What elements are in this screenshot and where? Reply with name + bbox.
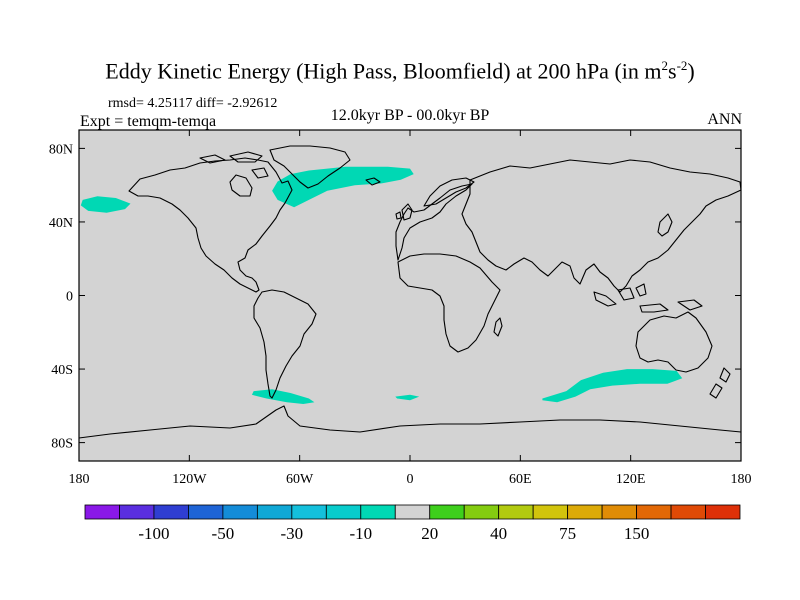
coast-madagascar [493,317,503,337]
axis-ticks: 80N 40N 0 40S 80S 180 120W 60W 0 60E 120E 180 [49,130,752,487]
colorbar-label: -50 [212,524,235,543]
colorbar-label: -10 [349,524,372,543]
colorbar-box [463,504,500,520]
coast-south-america [253,289,317,399]
lat-tick-label: 0 [66,290,73,305]
coast-new-zealand [709,367,731,399]
title-sup-2: -2 [676,58,688,73]
coast-asia [461,159,742,293]
coast-japan [657,213,673,237]
colorbar-box [188,504,224,520]
lat-tick-label: 40S [51,363,73,378]
anomaly-south-atlantic [395,394,420,401]
colorbar-box [84,504,120,520]
coast-british-isles [395,203,413,221]
coast-hudson-bay [229,174,253,197]
colorbar-label: -100 [138,524,169,543]
colorbar-box [498,504,534,520]
coast-africa [397,253,501,353]
colorbar-box [705,504,741,520]
coast-north-america [128,157,293,293]
lat-tick-label: 80S [51,437,73,452]
period-label: 12.0kyr BP - 00.0kyr BP [330,107,490,124]
colorbar-box [601,504,637,520]
coast-antarctica [78,405,742,439]
colorbar-box [153,504,189,520]
anomaly-south-of-south-america [251,389,315,404]
lon-tick-label: 0 [407,472,414,487]
colorbar-box [222,504,258,520]
season-label: ANN [707,111,742,128]
coast-iceland [365,177,381,186]
colorbar-box [532,504,569,520]
coast-australia [635,311,713,373]
colorbar-box [119,504,155,520]
lon-tick-label: 180 [731,472,752,487]
lon-tick-label: 180 [69,472,90,487]
title-sup-1: 2 [661,58,669,73]
colorbar-box [256,504,293,520]
colorbar-box [567,504,603,520]
lon-tick-label: 120W [172,472,207,487]
colorbar-label: 150 [624,524,650,543]
colorbar-label: -30 [281,524,304,543]
colorbar: -100 -50 -30 -10 20 40 75 150 [84,504,741,543]
plot-title: Eddy Kinetic Energy (High Pass, Bloomfie… [0,58,800,84]
colorbar-box [360,504,396,520]
coast-europe [395,183,473,261]
colorbar-label: 75 [559,524,576,543]
title-mid: s [668,58,677,84]
title-main: Eddy Kinetic Energy (High Pass, Bloomfie… [105,58,662,84]
coast-arctic-islands [199,151,269,179]
coast-scandinavia [423,177,475,207]
lat-tick-label: 80N [49,142,73,157]
coastlines [78,145,742,439]
colorbar-box [291,504,327,520]
anomaly-south-indian [542,369,683,403]
coast-greenland [269,145,351,189]
colorbar-box [325,504,362,520]
colorbar-box [429,504,465,520]
lon-tick-label: 60W [286,472,314,487]
colorbar-label: 20 [421,524,438,543]
colorbar-box [394,504,431,520]
lon-tick-label: 120E [616,472,646,487]
experiment-label: Expt = temqm-temqa [80,113,217,130]
colorbar-box [636,504,672,520]
anomaly-layer [80,166,683,404]
colorbar-label: 40 [490,524,507,543]
anomaly-north-atlantic [272,166,414,208]
colorbar-box [670,504,706,520]
lon-tick-label: 60E [509,472,532,487]
anomaly-north-pacific [80,196,131,213]
map-background [79,130,741,461]
title-end: ) [687,58,695,84]
coast-indonesia [593,283,703,313]
lat-tick-label: 40N [49,216,73,231]
stats-text: rmsd= 4.25117 diff= -2.92612 [108,96,278,111]
